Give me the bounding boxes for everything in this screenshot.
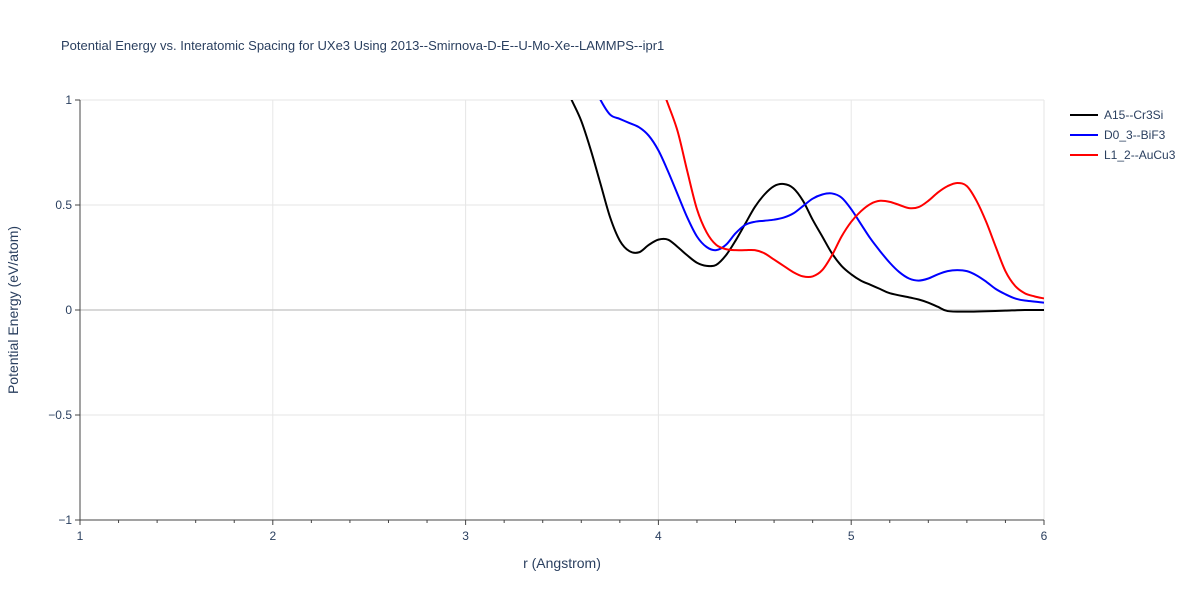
y-tick-labels: −1 −0.5 0 0.5 1 xyxy=(48,93,72,527)
axes xyxy=(75,99,1045,525)
legend-label: A15--Cr3Si xyxy=(1104,108,1163,122)
y-axis-title: Potential Energy (eV/atom) xyxy=(5,226,21,394)
x-tick-label: 4 xyxy=(655,529,662,543)
x-axis-title: r (Angstrom) xyxy=(523,555,601,571)
series-line-1 xyxy=(570,100,1044,313)
series-lines xyxy=(570,100,1044,313)
series-line-2 xyxy=(599,100,1044,304)
legend-item-1[interactable]: A15--Cr3Si xyxy=(1070,108,1163,122)
legend-item-2[interactable]: D0_3--BiF3 xyxy=(1070,128,1166,142)
y-tick-label: 0 xyxy=(65,303,72,317)
legend-label: L1_2--AuCu3 xyxy=(1104,148,1176,162)
series-line-3 xyxy=(665,100,1044,300)
legend-item-3[interactable]: L1_2--AuCu3 xyxy=(1070,148,1176,162)
y-tick-label: 1 xyxy=(65,93,72,107)
x-tick-label: 3 xyxy=(462,529,469,543)
x-tick-labels: 1 2 3 4 5 6 xyxy=(77,529,1048,543)
x-tick-label: 1 xyxy=(77,529,84,543)
x-tick-label: 6 xyxy=(1041,529,1048,543)
legend[interactable]: A15--Cr3Si D0_3--BiF3 L1_2--AuCu3 xyxy=(1070,108,1176,162)
x-tick-label: 2 xyxy=(269,529,276,543)
y-tick-label: −0.5 xyxy=(48,408,72,422)
y-tick-label: −1 xyxy=(58,513,72,527)
legend-label: D0_3--BiF3 xyxy=(1104,128,1166,142)
y-tick-label: 0.5 xyxy=(55,198,72,212)
x-tick-label: 5 xyxy=(848,529,855,543)
chart-title: Potential Energy vs. Interatomic Spacing… xyxy=(61,38,664,53)
